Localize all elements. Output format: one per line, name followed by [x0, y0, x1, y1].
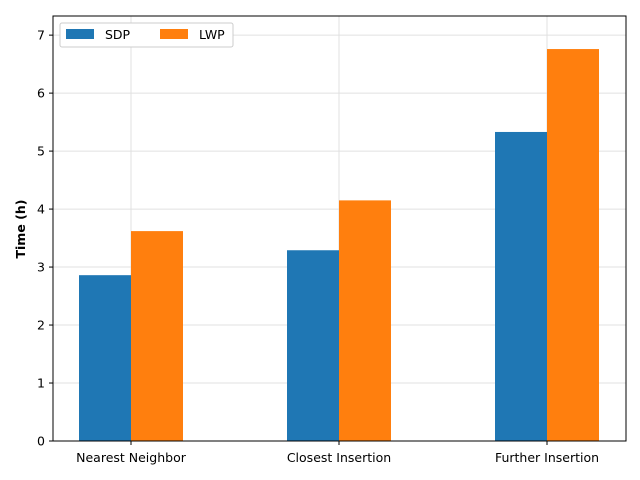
legend-label-lwp: LWP	[199, 27, 225, 42]
legend-swatch-sdp	[66, 29, 94, 39]
bars	[79, 49, 599, 442]
y-tick-label: 0	[37, 434, 45, 449]
y-tick-label: 7	[37, 28, 45, 43]
legend: SDP LWP	[59, 22, 234, 48]
y-tick-label: 2	[37, 318, 45, 333]
y-axis-ticks: 0 1 2 3 4 5 6 7	[37, 28, 53, 449]
y-tick-label: 3	[37, 260, 45, 275]
y-tick-label: 1	[37, 376, 45, 391]
y-tick-label: 4	[37, 202, 45, 217]
x-axis-ticks: Nearest Neighbor Closest Insertion Further…	[76, 441, 599, 465]
legend-swatch-lwp	[160, 29, 188, 39]
bar-sdp-2	[495, 131, 547, 442]
y-tick-label: 5	[37, 144, 45, 159]
y-axis-label: Time (h)	[13, 200, 28, 259]
legend-label-sdp: SDP	[105, 27, 131, 42]
y-tick-label: 6	[37, 86, 45, 101]
bar-sdp-0	[79, 275, 131, 441]
bar-lwp-2	[547, 49, 599, 442]
legend-box	[59, 22, 234, 48]
bar-lwp-0	[131, 231, 183, 441]
bar-sdp-1	[287, 250, 339, 441]
x-tick-label: Further Insertion	[495, 450, 599, 465]
x-tick-label: Nearest Neighbor	[76, 450, 187, 465]
x-tick-label: Closest Insertion	[287, 450, 391, 465]
bar-lwp-1	[339, 200, 391, 441]
